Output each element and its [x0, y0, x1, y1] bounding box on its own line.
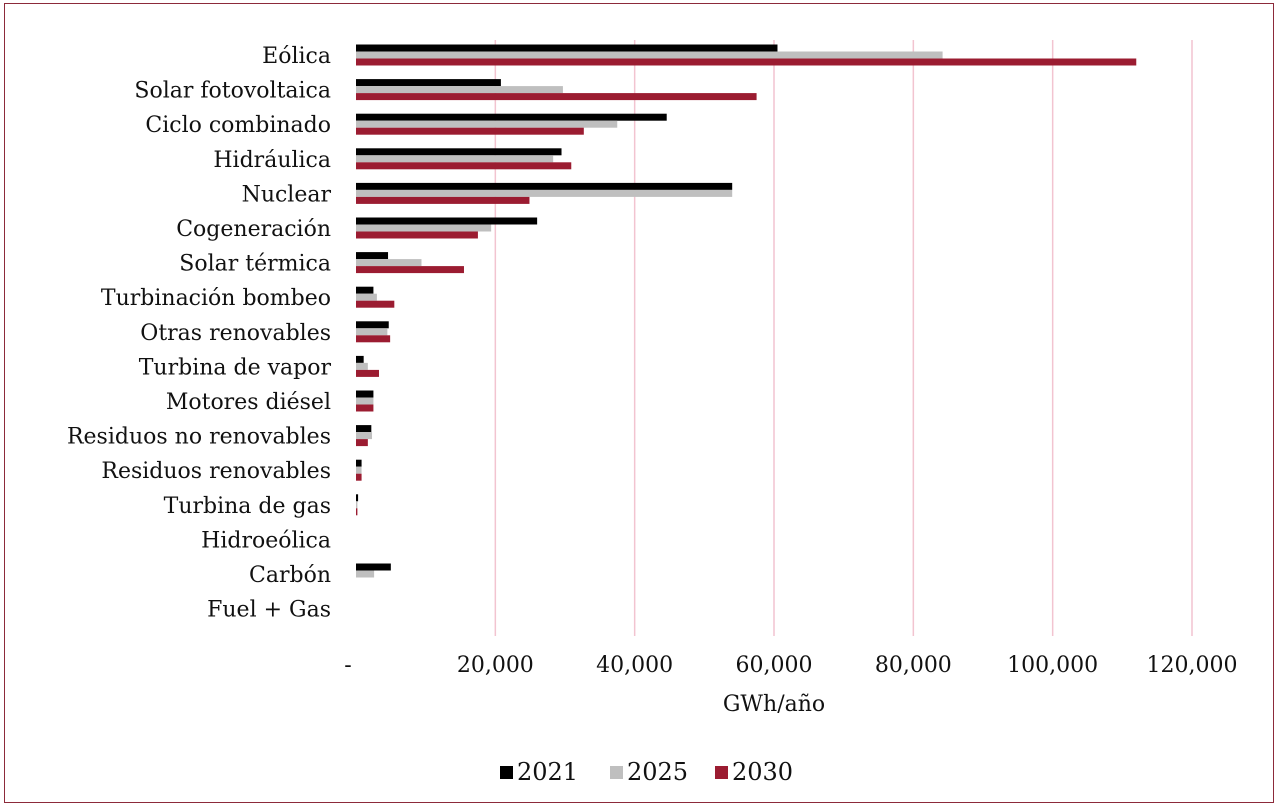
- category-labels: Eólica Solar fotovoltaica Ciclo combinado H…: [67, 44, 332, 623]
- bar-2030: [356, 196, 530, 204]
- bar-2021: [356, 494, 359, 502]
- bar-2021: [356, 148, 562, 156]
- category-label: Cogeneración: [176, 217, 331, 242]
- bar-2025: [356, 293, 377, 301]
- bar-2021: [356, 355, 364, 363]
- category-label: Residuos no renovables: [67, 425, 331, 450]
- bar-2030: [356, 404, 374, 412]
- bar-2025: [356, 155, 554, 163]
- category-label: Carbón: [249, 563, 331, 588]
- bar-2021: [356, 425, 372, 433]
- bar-2021: [356, 79, 501, 87]
- legend-label-2025: 2025: [627, 758, 688, 786]
- x-tick-label: 80,000: [875, 653, 952, 678]
- x-tick-labels: - 20,000 40,000 60,000 80,000 100,000 120,000: [344, 653, 1237, 678]
- bar-2030: [356, 162, 572, 170]
- x-tick-label: 100,000: [1007, 653, 1098, 678]
- category-label: Hidráulica: [213, 148, 331, 173]
- x-tick-label: 40,000: [596, 653, 673, 678]
- x-tick-label: -: [344, 653, 351, 678]
- bar-2025: [356, 51, 943, 59]
- legend-swatch-2025: [610, 766, 623, 779]
- bar-2025: [356, 86, 563, 94]
- legend: 2021 2025 2030: [500, 758, 793, 786]
- category-label: Hidroeólica: [201, 528, 331, 553]
- bar-2030: [356, 369, 379, 377]
- bar-2030: [356, 335, 391, 343]
- bar-2025: [356, 189, 733, 197]
- bar-2030: [356, 439, 368, 447]
- bar-2025: [356, 120, 618, 128]
- legend-swatch-2030: [715, 766, 728, 779]
- chart-frame: Eólica Solar fotovoltaica Ciclo combinado H…: [4, 3, 1274, 803]
- bar-2021: [356, 217, 538, 225]
- bar-2021: [356, 390, 374, 398]
- bars: [356, 44, 1137, 578]
- bar-2021: [356, 113, 667, 121]
- bar-2021: [356, 44, 778, 52]
- bar-2025: [356, 501, 358, 509]
- bar-chart: Eólica Solar fotovoltaica Ciclo combinado H…: [67, 40, 1237, 786]
- category-label: Residuos renovables: [101, 459, 331, 484]
- legend-swatch-2021: [500, 766, 513, 779]
- x-tick-label: 60,000: [736, 653, 813, 678]
- category-label: Otras renovables: [140, 321, 331, 346]
- bar-2021: [356, 563, 391, 571]
- bar-2025: [356, 432, 373, 440]
- x-tick-label: 20,000: [457, 653, 534, 678]
- bar-2025: [356, 224, 492, 232]
- bar-2030: [356, 300, 395, 308]
- bar-2030: [356, 266, 464, 274]
- category-label: Ciclo combinado: [145, 113, 331, 138]
- x-axis-title: GWh/año: [723, 692, 825, 717]
- bar-2025: [356, 570, 375, 578]
- legend-label-2030: 2030: [732, 758, 793, 786]
- category-label: Fuel + Gas: [207, 598, 331, 623]
- category-label: Turbinación bombeo: [101, 286, 331, 311]
- bar-2030: [356, 231, 478, 239]
- bar-2030: [356, 93, 757, 101]
- category-label: Turbina de gas: [164, 494, 331, 519]
- category-label: Nuclear: [242, 182, 332, 207]
- bar-2021: [356, 182, 733, 190]
- bar-2021: [356, 286, 374, 294]
- bar-2025: [356, 328, 388, 336]
- x-tick-label: 120,000: [1147, 653, 1238, 678]
- bar-2021: [356, 252, 389, 260]
- category-label: Motores diésel: [166, 390, 331, 415]
- category-label: Eólica: [262, 44, 331, 69]
- bar-2030: [356, 127, 584, 135]
- bar-2030: [356, 473, 362, 481]
- legend-label-2021: 2021: [517, 758, 578, 786]
- bar-2025: [356, 259, 422, 267]
- bar-2025: [356, 397, 374, 405]
- bar-2025: [356, 362, 368, 370]
- gridlines: [494, 40, 1193, 636]
- category-label: Turbina de vapor: [139, 355, 332, 380]
- category-label: Solar fotovoltaica: [134, 79, 331, 104]
- bar-2021: [356, 459, 362, 467]
- bar-2030: [356, 508, 358, 516]
- bar-2021: [356, 321, 389, 329]
- bar-2030: [356, 58, 1137, 66]
- bar-2025: [356, 466, 362, 474]
- category-label: Solar térmica: [179, 252, 331, 277]
